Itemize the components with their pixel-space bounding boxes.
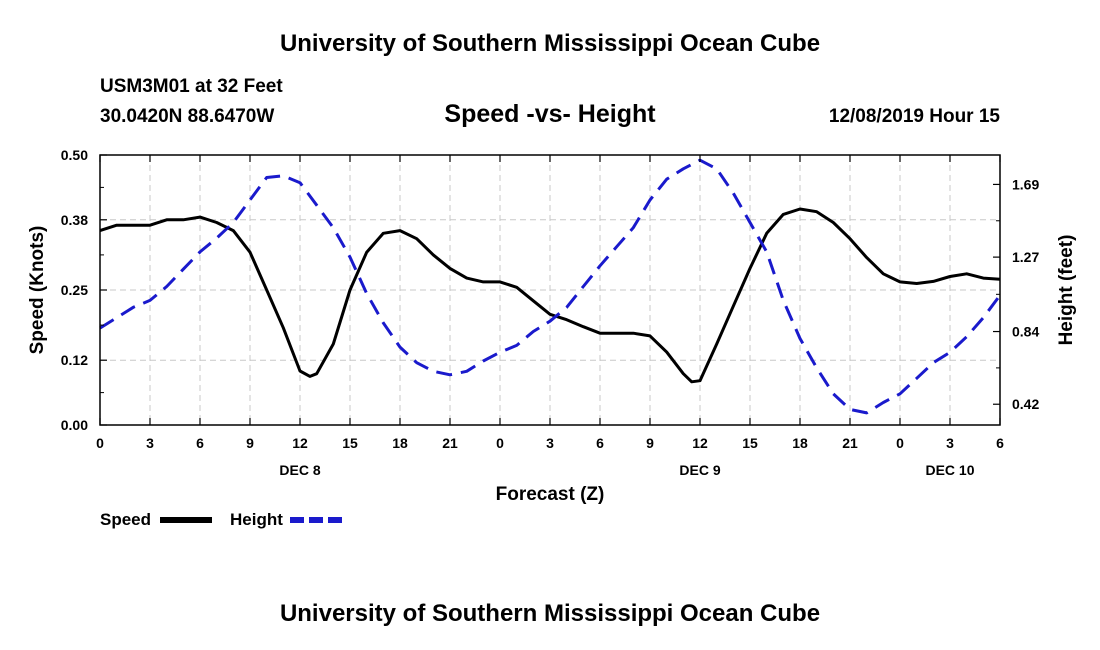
y2-axis-title: Height (feet) bbox=[1056, 235, 1077, 346]
y-tick-label: 0.25 bbox=[61, 282, 88, 298]
x-tick-label: 0 bbox=[896, 435, 904, 451]
series-group bbox=[99, 158, 1002, 415]
x-tick-label: 21 bbox=[442, 435, 458, 451]
y2-tick-label: 0.84 bbox=[1012, 324, 1039, 340]
x-tick-label: 18 bbox=[392, 435, 408, 451]
x-tick-label: 0 bbox=[96, 435, 104, 451]
date-label: DEC 8 bbox=[279, 462, 320, 478]
station-label: USM3M01 at 32 Feet bbox=[100, 76, 283, 97]
legend-label-speed: Speed bbox=[100, 510, 151, 529]
y2-tick-label: 1.69 bbox=[1012, 176, 1039, 192]
x-tick-label: 12 bbox=[692, 435, 708, 451]
x-tick-label: 9 bbox=[246, 435, 254, 451]
x-tick-label: 15 bbox=[342, 435, 358, 451]
date-label: DEC 9 bbox=[679, 462, 720, 478]
x-tick-label: 12 bbox=[292, 435, 308, 451]
y-tick-label: 0.50 bbox=[61, 147, 88, 163]
y2-tick-label: 0.42 bbox=[1012, 396, 1039, 412]
y-axis-title: Speed (Knots) bbox=[27, 226, 48, 355]
x-tick-label: 3 bbox=[146, 435, 154, 451]
x-tick-label: 21 bbox=[842, 435, 858, 451]
x-axis-title: Forecast (Z) bbox=[496, 484, 605, 505]
axes: 0 3 6 9 12 15 18 21 0 3 6 9 12 15 18 21 0 3 6 DEC 8 DEC 9 DEC… bbox=[27, 147, 1077, 505]
x-tick-label: 15 bbox=[742, 435, 758, 451]
y-tick-label: 0.12 bbox=[61, 352, 88, 368]
x-tick-label: 3 bbox=[546, 435, 554, 451]
x-tick-label: 6 bbox=[196, 435, 204, 451]
legend: Speed Height bbox=[100, 510, 342, 529]
y-tick-label: 0.00 bbox=[61, 417, 88, 433]
legend-label-height: Height bbox=[230, 510, 283, 529]
footer-title: University of Southern Mississippi Ocean… bbox=[279, 600, 821, 627]
series-line-height bbox=[99, 158, 1002, 415]
x-tick-label: 9 bbox=[646, 435, 654, 451]
chart-subtitle: Speed -vs- Height bbox=[444, 100, 656, 128]
coordinates-label: 30.0420N 88.6470W bbox=[100, 106, 275, 127]
chart-title: University of Southern Mississippi Ocean… bbox=[279, 30, 821, 57]
x-tick-label: 6 bbox=[596, 435, 604, 451]
date-label: DEC 10 bbox=[925, 462, 974, 478]
x-tick-label: 0 bbox=[496, 435, 504, 451]
y-tick-label: 0.38 bbox=[61, 212, 88, 228]
grid bbox=[100, 155, 1000, 425]
series-line-speed bbox=[99, 207, 1001, 384]
x-tick-label: 18 bbox=[792, 435, 808, 451]
x-tick-label: 3 bbox=[946, 435, 954, 451]
x-tick-label: 6 bbox=[996, 435, 1004, 451]
y2-tick-label: 1.27 bbox=[1012, 249, 1039, 265]
date-stamp: 12/08/2019 Hour 15 bbox=[828, 106, 1000, 127]
